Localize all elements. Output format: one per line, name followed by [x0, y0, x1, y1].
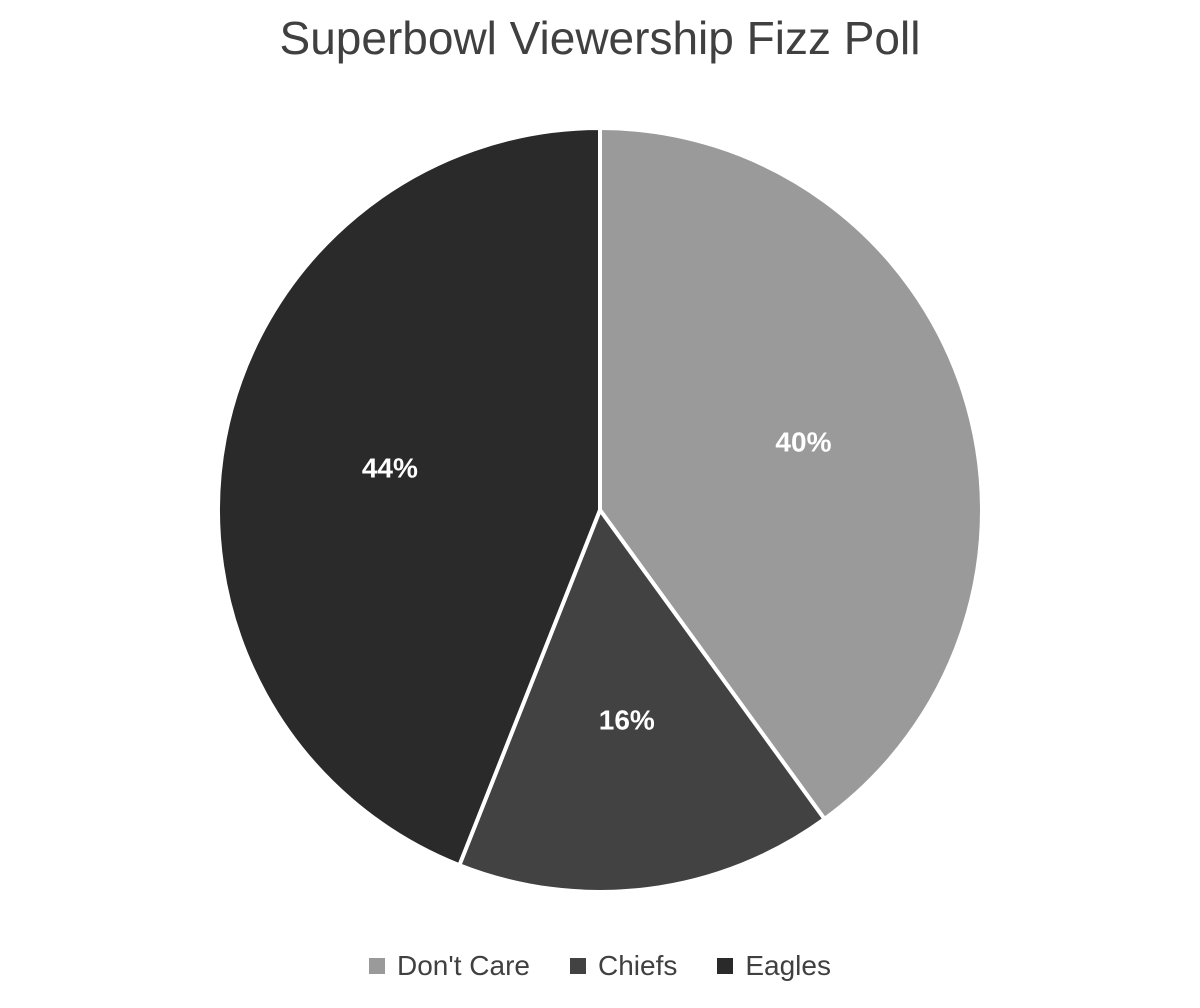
- pie-slice-eagles: [216, 126, 602, 868]
- legend-label: Eagles: [745, 950, 831, 981]
- data-label-chiefs: 16%: [599, 705, 655, 736]
- legend: Don't Care Chiefs Eagles: [0, 950, 1200, 982]
- legend-label: Don't Care: [397, 950, 530, 981]
- legend-swatch: [569, 958, 586, 974]
- data-label-eagles: 44%: [362, 452, 418, 483]
- pie-slice-don-t-care: [598, 126, 984, 822]
- legend-item-eagles: Eagles: [717, 950, 831, 982]
- legend-item-dont-care: Don't Care: [369, 950, 530, 982]
- legend-swatch: [717, 958, 734, 974]
- legend-label: Chiefs: [597, 950, 678, 981]
- legend-item-chiefs: Chiefs: [569, 950, 678, 982]
- data-label-don-t-care: 40%: [775, 426, 831, 457]
- pie-slice-chiefs: [457, 508, 827, 894]
- chart-title: Superbowl Viewership Fizz Poll: [279, 12, 921, 64]
- legend-swatch: [369, 958, 386, 974]
